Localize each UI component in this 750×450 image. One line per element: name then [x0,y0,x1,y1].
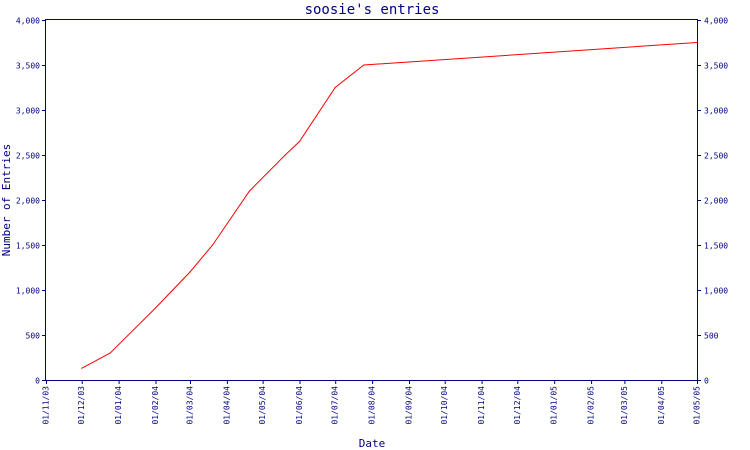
x-tick-label: 01/03/05 [620,386,629,425]
x-tick-label: 01/01/04 [114,386,123,425]
left-y-tick-label: 3,500 [16,62,40,71]
entries-data-point [363,64,365,66]
x-axis: 01/11/03 01/12/03 01/01/04 01/02/04 01/03/04… [42,380,702,425]
left-y-tick-label: 4,000 [16,17,40,26]
entries-data-point [696,42,698,43]
right-y-tick-label: 0 [704,377,709,386]
entries-data-point [154,307,156,309]
left-y-tick-label: 2,500 [16,152,40,161]
entries-series-line-1 [81,42,698,369]
right-y-tick-label: 1,500 [704,242,728,251]
entries-data-point [334,87,336,88]
right-y-axis: 0 500 1,000 1,500 2,000 2,500 3,000 3,500 4,000 [697,17,728,386]
right-y-tick-label: 2,500 [704,152,728,161]
x-tick-label: 01/03/04 [186,386,195,425]
left-y-tick-label: 2,000 [16,197,40,206]
x-tick-label: 01/02/05 [587,386,596,425]
right-y-tick-label: 3,000 [704,107,728,116]
right-y-tick-label: 3,500 [704,62,728,71]
x-tick-label: 01/07/04 [331,386,340,425]
right-y-tick-label: 1,000 [704,287,728,296]
x-tick-label: 01/01/05 [550,386,559,425]
right-y-tick-label: 4,000 [704,17,728,26]
entries-data-point [212,244,214,246]
x-axis-label: Date [359,437,386,450]
x-tick-label: 01/12/04 [513,386,522,425]
left-y-tick-label: 0 [35,377,40,386]
left-y-tick-label: 500 [26,332,41,341]
x-tick-label: 01/12/03 [77,386,86,425]
x-tick-label: 01/06/04 [295,386,304,425]
x-tick-label: 01/09/04 [404,386,413,425]
x-tick-label: 01/08/04 [368,386,377,425]
x-tick-label: 01/02/04 [151,386,160,425]
x-tick-label: 01/11/04 [477,386,486,425]
entries-data-point [109,352,111,354]
entries-data-point [284,154,286,156]
entries-data-point [249,190,251,192]
left-y-tick-label: 1,500 [16,242,40,251]
x-tick-label: 01/05/05 [693,386,702,425]
x-tick-label: 01/11/03 [42,386,51,425]
x-tick-label: 01/04/05 [657,386,666,425]
y-axis-label: Number of Entries [0,144,13,257]
left-y-axis: 0 500 1,000 1,500 2,000 2,500 3,000 3,500 4,000 [16,17,46,386]
plot-area-frame [45,19,698,381]
entries-data-point [81,367,83,369]
right-y-tick-label: 2,000 [704,197,728,206]
chart-title: soosie's entries [305,2,440,18]
entries-data-point [298,141,300,142]
x-tick-label: 01/04/04 [222,386,231,425]
left-y-tick-label: 1,000 [16,287,40,296]
x-tick-label: 01/05/04 [258,386,267,425]
right-y-tick-label: 500 [704,332,719,341]
left-y-tick-label: 3,000 [16,107,40,116]
x-tick-label: 01/10/04 [440,386,449,425]
series-layer [81,42,698,369]
entries-data-point [189,271,191,273]
